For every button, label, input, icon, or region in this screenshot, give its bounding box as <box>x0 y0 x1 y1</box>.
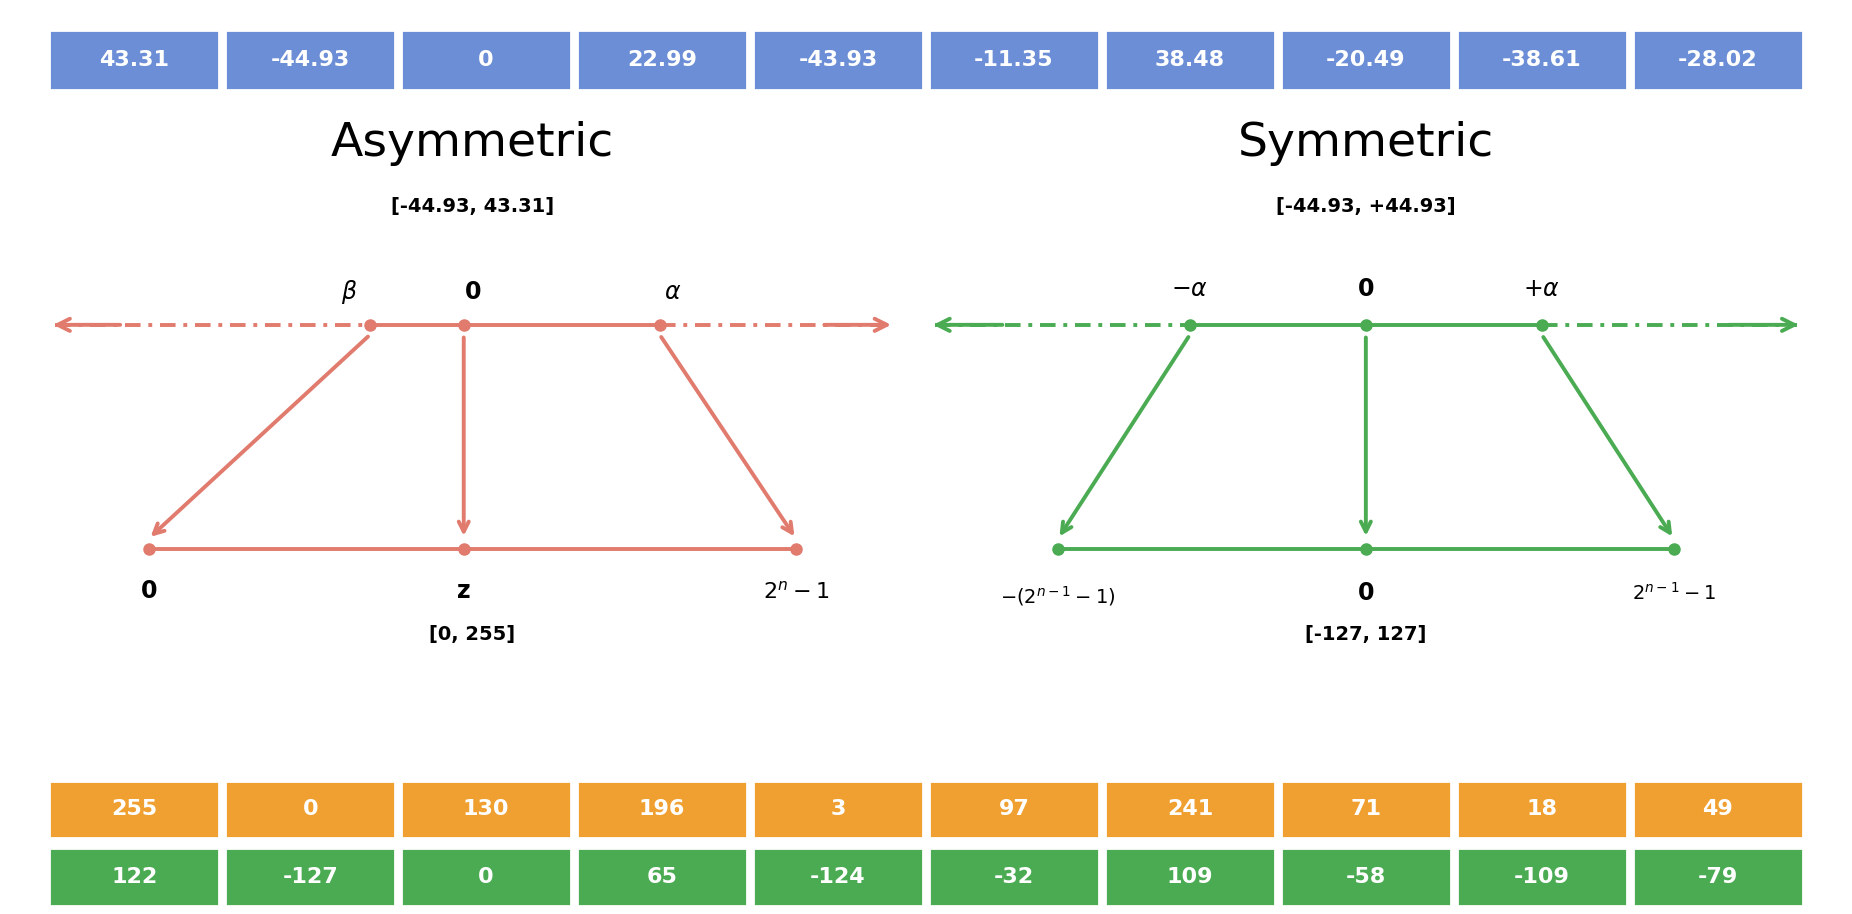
FancyBboxPatch shape <box>1106 781 1274 838</box>
FancyBboxPatch shape <box>1633 30 1802 90</box>
Text: 38.48: 38.48 <box>1156 50 1224 70</box>
FancyBboxPatch shape <box>402 30 570 90</box>
Text: 0: 0 <box>302 800 319 819</box>
Text: -28.02: -28.02 <box>1678 50 1758 70</box>
Text: 97: 97 <box>998 800 1030 819</box>
FancyBboxPatch shape <box>930 781 1098 838</box>
Text: $-(2^{n-1}-1)$: $-(2^{n-1}-1)$ <box>1000 584 1115 608</box>
FancyBboxPatch shape <box>1458 781 1626 838</box>
Text: 49: 49 <box>1702 800 1733 819</box>
Text: 43.31: 43.31 <box>100 50 169 70</box>
FancyBboxPatch shape <box>226 848 394 906</box>
Text: -127: -127 <box>282 867 339 887</box>
Text: $2^{n-1}-1$: $2^{n-1}-1$ <box>1632 582 1715 604</box>
Text: -38.61: -38.61 <box>1502 50 1582 70</box>
FancyBboxPatch shape <box>50 781 219 838</box>
Text: 196: 196 <box>639 800 685 819</box>
FancyBboxPatch shape <box>1106 30 1274 90</box>
FancyBboxPatch shape <box>754 30 922 90</box>
FancyBboxPatch shape <box>402 848 570 906</box>
FancyBboxPatch shape <box>226 781 394 838</box>
FancyBboxPatch shape <box>930 848 1098 906</box>
FancyBboxPatch shape <box>50 30 219 90</box>
Text: $\mathbf{0}$: $\mathbf{0}$ <box>463 280 482 304</box>
FancyBboxPatch shape <box>402 781 570 838</box>
Text: -124: -124 <box>809 867 867 887</box>
FancyBboxPatch shape <box>578 30 746 90</box>
Text: $\mathbf{0}$: $\mathbf{0}$ <box>1358 581 1374 605</box>
Text: $\alpha$: $\alpha$ <box>663 280 682 304</box>
FancyBboxPatch shape <box>754 781 922 838</box>
Text: 130: 130 <box>463 800 509 819</box>
Text: 255: 255 <box>111 800 157 819</box>
Text: $2^n - 1$: $2^n - 1$ <box>763 580 830 602</box>
Text: -44.93: -44.93 <box>270 50 350 70</box>
Text: [-44.93, 43.31]: [-44.93, 43.31] <box>391 197 554 216</box>
FancyBboxPatch shape <box>1458 30 1626 90</box>
Text: $\beta$: $\beta$ <box>341 278 357 306</box>
Text: [-127, 127]: [-127, 127] <box>1306 624 1426 643</box>
FancyBboxPatch shape <box>754 848 922 906</box>
FancyBboxPatch shape <box>1633 781 1802 838</box>
FancyBboxPatch shape <box>578 781 746 838</box>
FancyBboxPatch shape <box>1106 848 1274 906</box>
Text: $-\alpha$: $-\alpha$ <box>1172 277 1208 301</box>
FancyBboxPatch shape <box>1282 848 1450 906</box>
FancyBboxPatch shape <box>930 30 1098 90</box>
Text: $\mathbf{0}$: $\mathbf{0}$ <box>141 579 157 603</box>
FancyBboxPatch shape <box>50 848 219 906</box>
Text: [0, 255]: [0, 255] <box>430 624 515 643</box>
FancyBboxPatch shape <box>1282 30 1450 90</box>
Text: Symmetric: Symmetric <box>1237 122 1495 166</box>
Text: -11.35: -11.35 <box>974 50 1054 70</box>
Text: -58: -58 <box>1346 867 1385 887</box>
Text: 65: 65 <box>646 867 678 887</box>
FancyBboxPatch shape <box>1633 848 1802 906</box>
FancyBboxPatch shape <box>578 848 746 906</box>
Text: 71: 71 <box>1350 800 1382 819</box>
Text: 22.99: 22.99 <box>628 50 696 70</box>
Text: 3: 3 <box>830 800 846 819</box>
Text: 241: 241 <box>1167 800 1213 819</box>
Text: [-44.93, +44.93]: [-44.93, +44.93] <box>1276 197 1456 216</box>
Text: $\mathbf{0}$: $\mathbf{0}$ <box>1358 277 1374 301</box>
Text: -20.49: -20.49 <box>1326 50 1406 70</box>
Text: -109: -109 <box>1513 867 1570 887</box>
Text: 0: 0 <box>478 50 494 70</box>
FancyBboxPatch shape <box>226 30 394 90</box>
Text: -43.93: -43.93 <box>798 50 878 70</box>
Text: $+\alpha$: $+\alpha$ <box>1524 277 1559 301</box>
Text: 122: 122 <box>111 867 157 887</box>
Text: $\mathbf{z}$: $\mathbf{z}$ <box>456 579 470 603</box>
Text: Asymmetric: Asymmetric <box>332 122 613 166</box>
FancyBboxPatch shape <box>1458 848 1626 906</box>
FancyBboxPatch shape <box>1282 781 1450 838</box>
Text: -79: -79 <box>1698 867 1737 887</box>
Text: 109: 109 <box>1167 867 1213 887</box>
Text: 0: 0 <box>478 867 494 887</box>
Text: 18: 18 <box>1526 800 1558 819</box>
Text: -32: -32 <box>995 867 1033 887</box>
